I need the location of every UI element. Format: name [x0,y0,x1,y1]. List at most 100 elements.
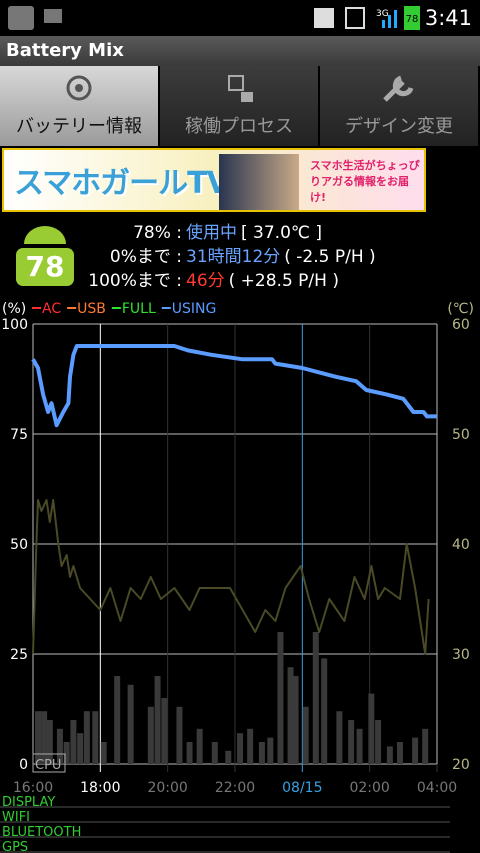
cpu-bar [412,737,419,764]
cpu-bar [386,746,393,764]
cpu-bar [237,733,244,764]
legend-label: AC [42,301,61,317]
banner-photo [219,154,299,210]
battery-level: 78 [406,14,419,25]
cpu-bar [46,720,53,764]
cpu-bar [154,676,161,764]
cpu-label: CPU [35,758,61,773]
y2-tick-label: 40 [452,537,470,553]
status-icon [314,8,334,28]
cpu-bar [161,698,168,764]
status-bar: 3G 78 3:41 [0,0,480,36]
cpu-bar [196,728,203,764]
y-tick-label: 25 [10,647,28,663]
activity-row-label: BLUETOOTH [2,825,81,840]
cpu-bar [422,728,429,764]
notification-icon [8,6,34,30]
cpu-bar [348,720,355,764]
cpu-bar [258,742,265,764]
series-line [31,344,437,428]
tab-bar: バッテリー情報 稼働プロセス デザイン変更 [0,66,480,146]
tab-label: デザイン変更 [345,116,453,137]
banner-tagline: スマホ生活がちょっぴりアガる情報をお届け! [310,159,420,204]
cpu-bar [225,750,232,764]
legend-label: FULL [122,301,156,317]
info-detail: [ 37.0℃ ] [241,223,323,243]
x-tick-label: 20:00 [147,780,187,796]
cpu-bar [396,742,403,764]
cpu-bar [302,706,309,764]
y-tick-label: 100 [1,317,28,333]
tab[interactable]: デザイン変更 [320,66,480,146]
info-detail: ( +28.5 P/H ) [228,271,339,291]
cpu-bar [336,711,343,764]
info-row: 78% : 使用中[ 37.0℃ ] [0,218,372,243]
cpu-bar [127,684,134,764]
network-type: 3G [376,9,389,19]
x-tick-label: 02:00 [349,780,389,796]
cpu-bar [35,711,42,764]
cpu-bar [368,693,375,764]
y-tick-label: 0 [19,757,28,773]
cpu-bar [56,728,63,764]
cpu-bar [312,632,319,764]
y-tick-label: 75 [10,427,28,443]
cpu-bar [100,742,107,764]
x-tick-label: 18:00 [80,780,120,796]
clock: 3:41 [425,6,472,30]
status-icons: 3G 78 3:41 [8,6,472,30]
cpu-bar [176,706,183,764]
battery-level: 78 [26,250,65,283]
battery-icon [404,6,420,30]
legend-label: USING [172,301,217,317]
activity-row-label: GPS [2,840,28,853]
battery-badge: 78 [16,226,74,286]
cpu-bar [292,676,299,764]
cpu-bar [247,728,254,764]
y2-tick-label: 20 [452,757,470,773]
banner-title: スマホガールTV [14,166,230,201]
ad-banner[interactable]: スマホガールTV スマホ生活がちょっぴりアガる情報をお届け! [2,148,426,212]
info-label: 78% : [133,223,182,243]
y2-tick-label: 60 [452,317,470,333]
info-row: 100%まで :46分( +28.5 P/H ) [0,266,372,291]
info-label: 100%まで : [88,271,182,291]
cpu-bar [63,742,70,764]
tab[interactable]: バッテリー情報 [0,66,160,146]
info-detail: ( -2.5 P/H ) [284,247,376,267]
info-status: 使用中 [186,223,237,243]
cpu-bar [114,676,121,764]
x-tick-label: 08/15 [282,780,322,796]
activity-row-label: DISPLAY [2,795,55,810]
cpu-bar [83,711,90,764]
cpu-bar [356,728,363,764]
tab-label: バッテリー情報 [16,116,142,137]
cpu-label-box [32,753,66,773]
cpu-bar [147,706,154,764]
cpu-bar [92,711,99,764]
info-status: 46分 [186,271,225,291]
cpu-bar [211,742,218,764]
cpu-bar [321,658,328,764]
cpu-bar [186,742,193,764]
app-title: Battery Mix [0,36,480,66]
tab-label: 稼働プロセス [185,116,293,137]
battery-info: 78 78% : 使用中[ 37.0℃ ] 0%まで :31時間12分( -2.5 … [0,218,480,291]
status-icon [345,7,365,29]
y2-axis-label: (℃) [447,301,474,317]
cpu-bar [375,720,382,764]
legend-label: USB [77,301,106,317]
y-axis-label: (%) [2,301,26,317]
cpu-bar [77,733,84,764]
info-status: 31時間12分 [186,247,281,267]
x-tick-label: 04:00 [417,780,457,796]
notification-icon [44,9,62,23]
cpu-bar [277,632,284,764]
tab[interactable]: 稼働プロセス [160,66,320,146]
activity-row-label: WIFI [2,810,30,825]
y2-tick-label: 30 [452,647,470,663]
cpu-bar [70,720,77,764]
cpu-bar [287,667,294,764]
